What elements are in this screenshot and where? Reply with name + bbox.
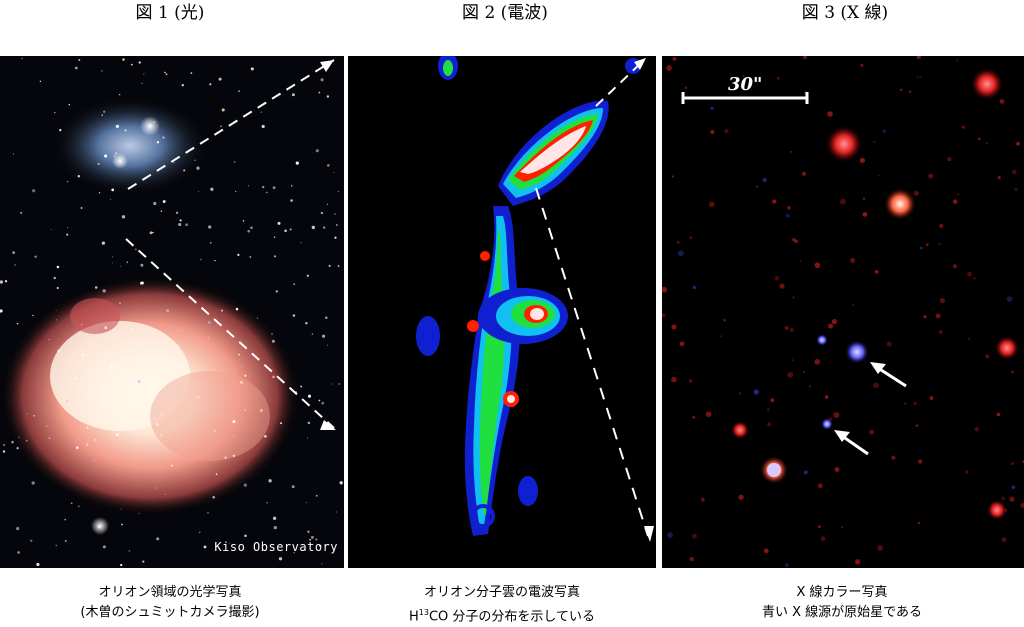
formula-rest: CO 分子の分布を示している [428, 609, 596, 625]
isotope-number: 13 [418, 608, 429, 617]
dashed-arrow [127, 59, 335, 190]
figure2-caption: オリオン分子雲の電波写真 H13CO 分子の分布を示している [372, 583, 632, 627]
xray-image-panel [662, 56, 1024, 568]
figure2-caption-line1: オリオン分子雲の電波写真 [423, 585, 580, 600]
optical-image [0, 56, 344, 568]
optical-image-panel: Kiso Observatory [0, 56, 344, 568]
radio-map-panel [348, 56, 656, 568]
radio-map [348, 56, 656, 568]
formula-h: H [408, 609, 419, 625]
figure3-caption-line2: 青い X 線源が原始星である [761, 605, 923, 620]
figure3-caption-line1: X 線カラー写真 [796, 585, 888, 600]
figure1-caption-line2: (木曽のシュミットカメラ撮影) [80, 605, 260, 620]
scale-bar-label: 30" [728, 74, 763, 95]
figure3-caption: X 線カラー写真 青い X 線源が原始星である [712, 583, 972, 623]
arrow-pointer [877, 366, 907, 388]
xray-image [662, 56, 1024, 568]
credit-label: Kiso Observatory [214, 540, 338, 554]
figure1-title: 図 1 (光) [135, 3, 205, 23]
dashed-arrow [125, 238, 335, 429]
figure2-title: 図 2 (電波) [462, 3, 548, 23]
figure2-caption-line2: H13CO 分子の分布を示している [372, 603, 632, 627]
figure1-caption-line1: オリオン領域の光学写真 [98, 585, 242, 600]
arrow-pointer [841, 434, 869, 456]
dashed-arrow [595, 59, 645, 107]
dashed-arrow [535, 187, 649, 537]
figure1-caption: オリオン領域の光学写真 (木曽のシュミットカメラ撮影) [40, 583, 300, 623]
figure3-title: 図 3 (X 線) [801, 3, 889, 23]
